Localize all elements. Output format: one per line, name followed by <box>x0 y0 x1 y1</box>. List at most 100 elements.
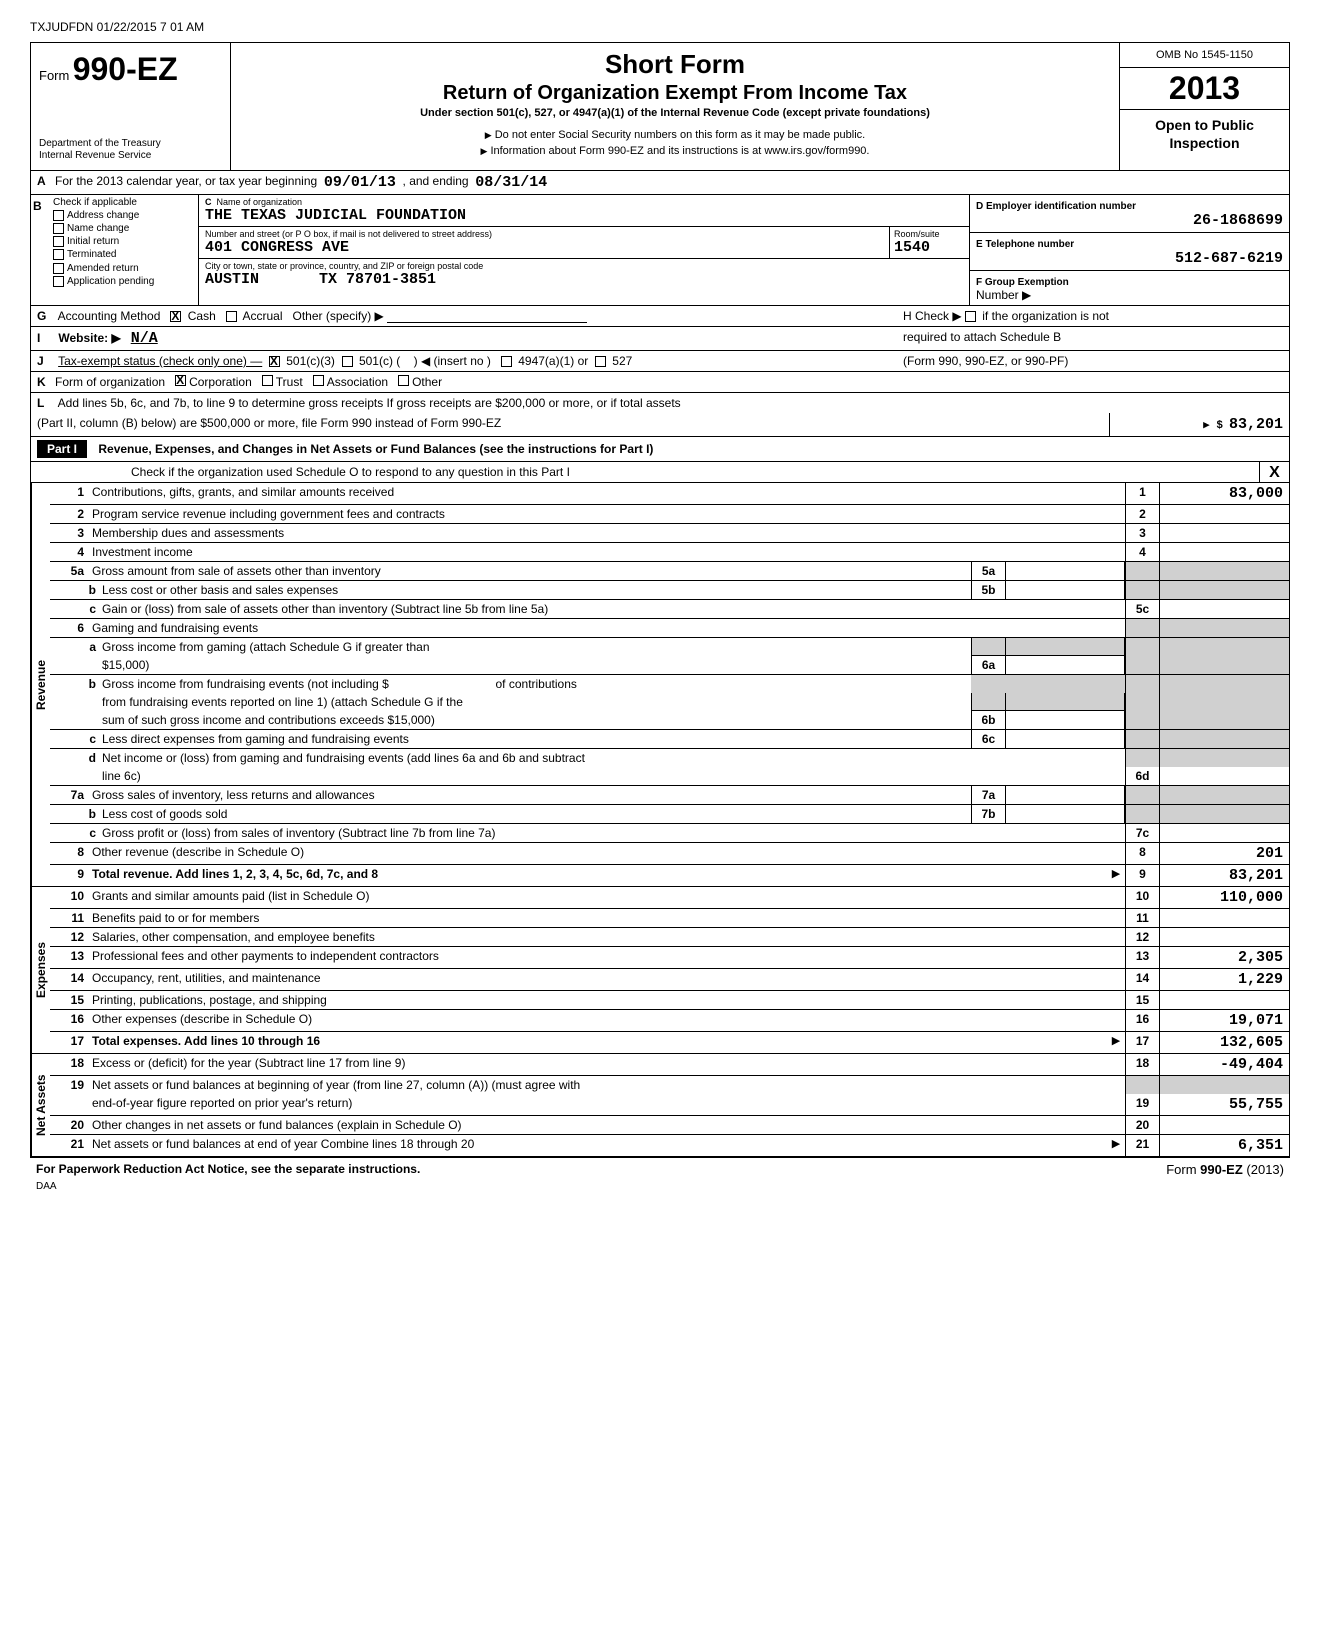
group-exempt-number: Number ▶ <box>976 288 1031 302</box>
line3-val <box>1159 524 1289 542</box>
return-title: Return of Organization Exempt From Incom… <box>241 82 1109 105</box>
state-zip: TX 78701-3851 <box>319 271 436 288</box>
check-501c[interactable] <box>342 356 353 367</box>
check-h[interactable] <box>965 311 976 322</box>
line7c-num: c <box>74 824 98 842</box>
line13-val: 2,305 <box>1159 947 1289 968</box>
line2-num: 2 <box>50 505 88 523</box>
line1-val: 83,000 <box>1159 483 1289 504</box>
b-right-block: D Employer identification number 26-1868… <box>969 195 1289 305</box>
print-timestamp: TXJUDFDN 01/22/2015 7 01 AM <box>30 20 1290 34</box>
header-right: OMB No 1545-1150 2013 Open to Public Ins… <box>1119 43 1289 170</box>
line6a-sh1 <box>971 638 1005 656</box>
org-name-cell: C Name of organization THE TEXAS JUDICIA… <box>199 195 969 226</box>
open-line1: Open to Public <box>1124 116 1285 134</box>
street-address: 401 CONGRESS AVE <box>205 239 349 256</box>
line6b3-pad <box>50 711 74 729</box>
check-accrual[interactable] <box>226 311 237 322</box>
corporation-label: Corporation <box>189 375 252 389</box>
line6c-sh <box>1125 730 1159 748</box>
line6a2-sh <box>1125 656 1159 674</box>
letter-a: A <box>37 174 55 191</box>
line6d-val <box>1159 767 1289 785</box>
line6b2-pad <box>50 693 74 711</box>
line6d-num: d <box>74 749 98 767</box>
line5a-desc: Gross amount from sale of assets other t… <box>88 562 971 580</box>
line14-num: 14 <box>50 969 88 990</box>
form-of-org-label: Form of organization <box>55 375 165 389</box>
line6b-sh3 <box>1125 675 1159 693</box>
line20-boxnum: 20 <box>1125 1116 1159 1134</box>
line3-boxnum: 3 <box>1125 524 1159 542</box>
line17-num: 17 <box>50 1032 88 1053</box>
line6b-midval <box>1005 711 1125 729</box>
line7a-num: 7a <box>50 786 88 804</box>
line7b-num: b <box>74 805 98 823</box>
line16-boxnum: 16 <box>1125 1010 1159 1031</box>
check-address-change[interactable]: Address change <box>53 210 194 221</box>
check-association[interactable] <box>313 375 324 386</box>
check-527[interactable] <box>595 356 606 367</box>
line21-desc: Net assets or fund balances at end of ye… <box>88 1135 1107 1156</box>
line19-desc1: Net assets or fund balances at beginning… <box>88 1076 1125 1094</box>
line6d2-pad <box>50 767 74 785</box>
check-other-org[interactable] <box>398 375 409 386</box>
phone-cell: E Telephone number 512-687-6219 <box>970 233 1289 271</box>
letter-b: B <box>31 195 49 305</box>
netassets-section: Net Assets 18Excess or (deficit) for the… <box>31 1054 1289 1157</box>
line19b-num <box>50 1094 88 1115</box>
revenue-label: Revenue <box>31 483 50 886</box>
cash-label: Cash <box>188 309 216 323</box>
no-ssn-warning: Do not enter Social Security numbers on … <box>241 129 1109 141</box>
line11-boxnum: 11 <box>1125 909 1159 927</box>
line6d-sh <box>1125 749 1159 767</box>
check-cash[interactable] <box>170 311 181 322</box>
line18-num: 18 <box>50 1054 88 1075</box>
ein-value: 26-1868699 <box>976 212 1283 229</box>
h-label: H Check ▶ <box>903 309 962 323</box>
daa-mark: DAA <box>30 1181 1290 1192</box>
line21-arrow: ▶ <box>1107 1135 1125 1156</box>
line10-val: 110,000 <box>1159 887 1289 908</box>
expenses-section: Expenses 10Grants and similar amounts pa… <box>31 887 1289 1054</box>
line9-val: 83,201 <box>1159 865 1289 886</box>
line6c-pad <box>50 730 74 748</box>
check-4947[interactable] <box>501 356 512 367</box>
line4-num: 4 <box>50 543 88 561</box>
insert-no-label: ) ◀ (insert no ) <box>414 354 491 368</box>
line-i: I Website: ▶ N/A required to attach Sche… <box>31 327 1289 351</box>
line6c-desc: Less direct expenses from gaming and fun… <box>98 730 971 748</box>
line13-desc: Professional fees and other payments to … <box>88 947 1125 968</box>
line6b2-sh4 <box>1159 693 1289 711</box>
line15-val <box>1159 991 1289 1009</box>
line3-num: 3 <box>50 524 88 542</box>
sched-o-checkbox[interactable]: X <box>1259 462 1289 482</box>
line15-boxnum: 15 <box>1125 991 1159 1009</box>
line5b-pad <box>50 581 74 599</box>
check-name-label: Name change <box>67 223 129 234</box>
h-text2: required to attach Schedule B <box>903 330 1061 344</box>
check-name-change[interactable]: Name change <box>53 223 194 234</box>
website-value: N/A <box>131 330 158 347</box>
501c3-label: 501(c)(3) <box>286 354 335 368</box>
other-specify-blank[interactable] <box>387 309 587 323</box>
line5a-shade2 <box>1159 562 1289 580</box>
line7c-desc: Gross profit or (loss) from sales of inv… <box>98 824 1125 842</box>
info-url: Information about Form 990-EZ and its in… <box>241 145 1109 157</box>
form-990ez-frame: Form 990-EZ Department of the Treasury I… <box>30 42 1290 1158</box>
header-left: Form 990-EZ Department of the Treasury I… <box>31 43 231 170</box>
check-terminated[interactable]: Terminated <box>53 249 194 260</box>
check-amended[interactable]: Amended return <box>53 263 194 274</box>
line20-num: 20 <box>50 1116 88 1134</box>
check-501c3[interactable] <box>269 356 280 367</box>
check-initial-return[interactable]: Initial return <box>53 236 194 247</box>
check-trust[interactable] <box>262 375 273 386</box>
line1-desc: Contributions, gifts, grants, and simila… <box>88 483 1125 504</box>
line6-num: 6 <box>50 619 88 637</box>
check-pending[interactable]: Application pending <box>53 276 194 287</box>
line6b-midnum: 6b <box>971 711 1005 729</box>
line9-desc: Total revenue. Add lines 1, 2, 3, 4, 5c,… <box>88 865 1107 886</box>
line5b-midnum: 5b <box>971 581 1005 599</box>
check-pending-label: Application pending <box>67 276 154 287</box>
check-corporation[interactable] <box>175 375 186 386</box>
